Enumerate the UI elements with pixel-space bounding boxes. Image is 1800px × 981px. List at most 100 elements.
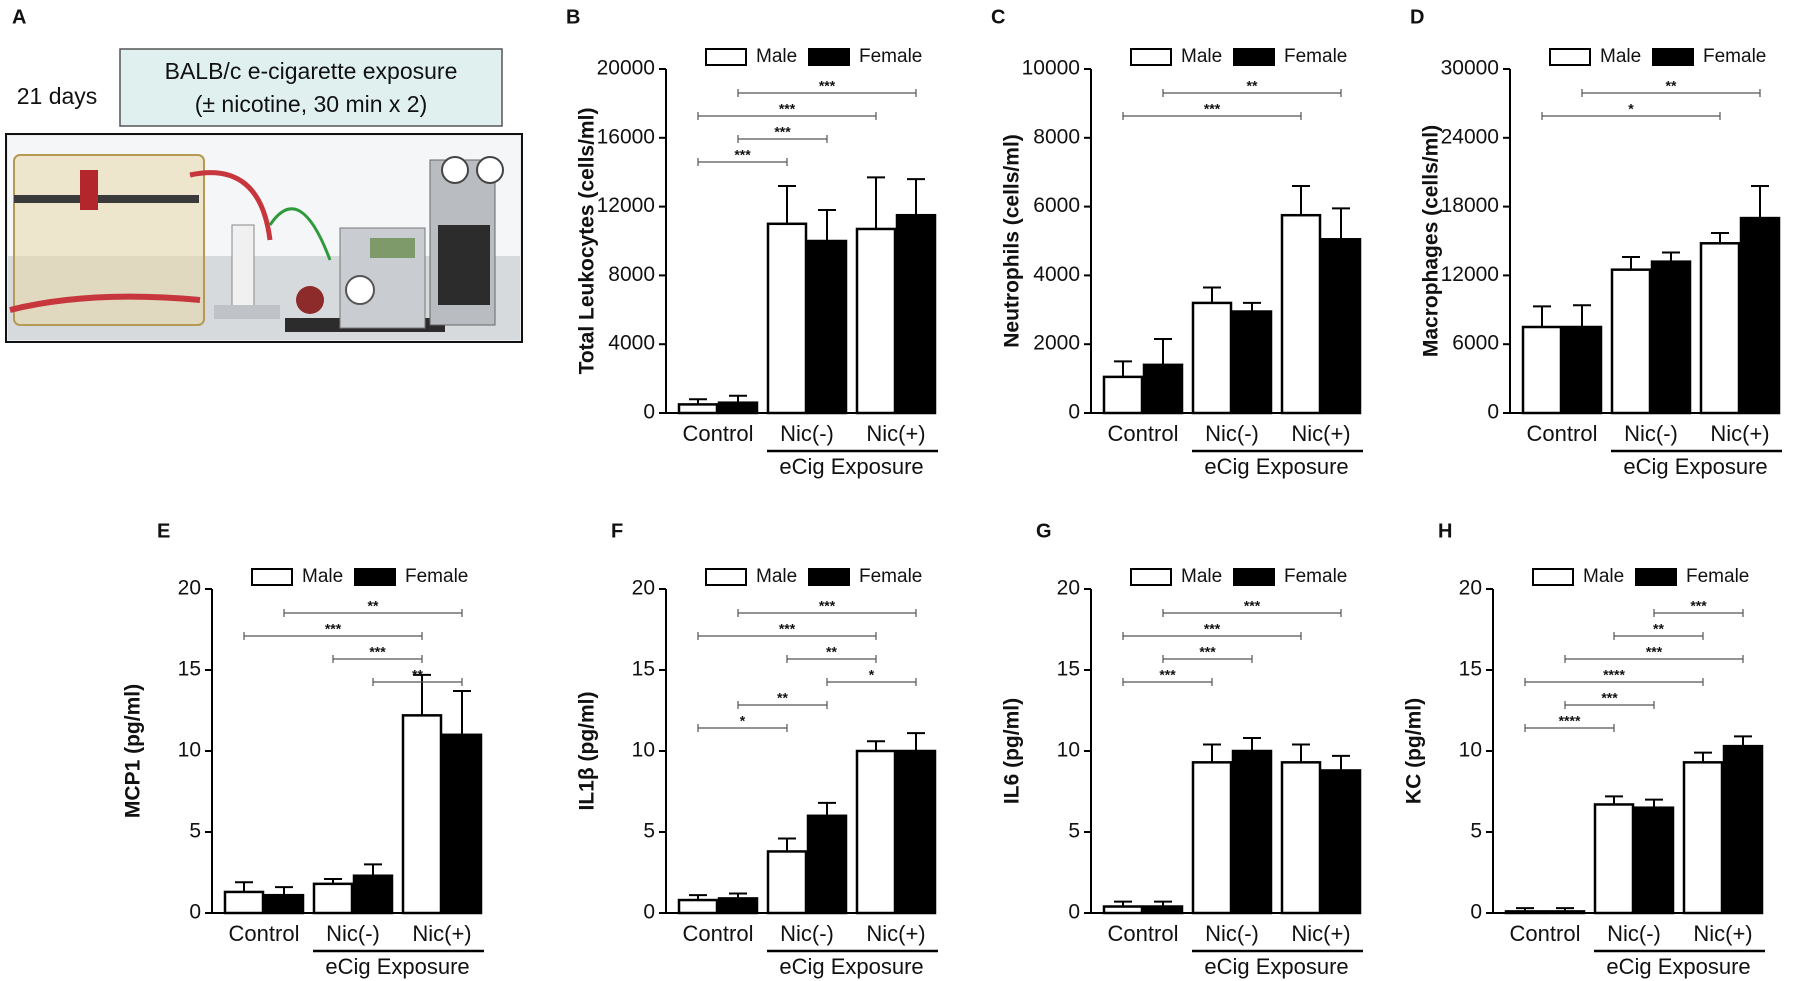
bar	[1320, 769, 1362, 915]
y-tick-label: 18000	[1441, 194, 1499, 217]
x-tick-label: Nic(+)	[1710, 421, 1769, 446]
sig-label: ***	[734, 147, 751, 163]
bar	[1231, 310, 1273, 415]
panel-letter: H	[1438, 520, 1452, 542]
legend-swatch	[808, 48, 850, 66]
x-tick-label: Control	[1108, 921, 1179, 946]
legend-swatch	[1130, 568, 1172, 586]
y-tick-label: 10000	[1022, 57, 1080, 80]
y-tick-label: 20	[178, 577, 201, 600]
bar	[895, 749, 937, 915]
sig-label: ***	[774, 124, 791, 140]
bar	[441, 733, 483, 915]
x-tick-label: Nic(-)	[1624, 421, 1678, 446]
y-tick-label: 20000	[597, 57, 655, 80]
y-tick-label: 10	[632, 739, 655, 762]
sig-label: ***	[1159, 667, 1176, 683]
sig-label: *	[740, 713, 746, 729]
bar	[855, 227, 897, 415]
bar	[1191, 761, 1233, 915]
y-tick-label: 16000	[597, 125, 655, 148]
bar	[855, 749, 897, 915]
panel-letter: E	[157, 520, 170, 542]
panel-letter: C	[991, 6, 1005, 28]
x-tick-label: Nic(+)	[1291, 421, 1350, 446]
bar	[806, 239, 848, 415]
box-line: BALB/c e-cigarette exposure	[165, 58, 458, 84]
bar	[401, 714, 443, 915]
sig-label: ***	[325, 621, 342, 637]
y-tick-label: 2000	[1033, 332, 1080, 355]
y-tick-label: 15	[632, 658, 655, 681]
legend-label: Female	[1686, 566, 1749, 587]
y-tick-label: 10	[1459, 739, 1482, 762]
chart-panel: H KC (pg/ml) 0 5 10 15 20 Male Female Control Nic(…	[1403, 520, 1765, 979]
bar	[1102, 905, 1144, 915]
y-tick-label: 8000	[1033, 125, 1080, 148]
bar	[677, 898, 719, 915]
bar	[1610, 268, 1652, 415]
y-tick-label: 12000	[1441, 263, 1499, 286]
x-tick-label: Control	[1527, 421, 1598, 446]
duration: 21 days	[17, 83, 98, 109]
y-tick-label: 10	[1057, 739, 1080, 762]
y-tick-label: 15	[1057, 658, 1080, 681]
x-tick-label: Control	[1510, 921, 1581, 946]
x-tick-label: Nic(-)	[780, 921, 834, 946]
bar	[1191, 301, 1233, 415]
y-axis-title: Neutrophils (cells/ml)	[1001, 134, 1024, 348]
legend-swatch	[808, 568, 850, 586]
y-tick-label: 4000	[1033, 263, 1080, 286]
sig-label: *	[1628, 101, 1634, 117]
legend-label: Female	[405, 566, 468, 587]
y-tick-label: 5	[189, 820, 201, 843]
sig-label: ***	[779, 621, 796, 637]
chart-panel: B Total Leukocytes (cells/ml) 0 4000 8000 120…	[566, 6, 938, 479]
y-tick-label: 8000	[608, 263, 655, 286]
x-tick-label: Nic(+)	[1693, 921, 1752, 946]
group-label: eCig Exposure	[1204, 954, 1348, 979]
legend-label: Female	[859, 46, 922, 67]
x-tick-label: Nic(+)	[412, 921, 471, 946]
sig-label: **	[1247, 78, 1258, 94]
panel-letter: B	[566, 6, 580, 28]
sig-label: ***	[1204, 621, 1221, 637]
chart-panel: C Neutrophils (cells/ml) 0 2000 4000 6000 8000…	[991, 6, 1363, 479]
sig-label: ***	[1204, 101, 1221, 117]
sig-label: ****	[1559, 713, 1581, 729]
legend-swatch	[1635, 568, 1677, 586]
panel-a: A 21 days BALB/c e-cigarette exposure (±…	[5, 6, 523, 343]
legend-swatch	[1652, 48, 1694, 66]
x-tick-label: Control	[683, 421, 754, 446]
bar	[717, 897, 759, 915]
bar	[1521, 325, 1563, 415]
bar	[1699, 242, 1741, 415]
panel-letter: A	[12, 6, 26, 28]
bar	[263, 893, 305, 915]
y-tick-label: 0	[1068, 401, 1080, 424]
legend-label: Female	[859, 566, 922, 587]
chart-panel: E MCP1 (pg/ml) 0 5 10 15 20 Male Female Control Ni…	[122, 520, 484, 979]
bar	[717, 401, 759, 415]
group-label: eCig Exposure	[779, 954, 923, 979]
panel-letter: G	[1036, 520, 1052, 542]
panel-letter: F	[611, 520, 623, 542]
x-tick-label: Nic(-)	[1607, 921, 1661, 946]
bar	[1593, 803, 1635, 915]
y-tick-label: 15	[178, 658, 201, 681]
y-tick-label: 0	[643, 901, 655, 924]
legend-label: Male	[756, 566, 797, 587]
y-tick-label: 5	[643, 820, 655, 843]
chart-panel: D Macrophages (cells/ml) 0 6000 12000 18000 24…	[1410, 6, 1782, 479]
bar	[312, 882, 354, 915]
group-label: eCig Exposure	[325, 954, 469, 979]
panel-letter: D	[1410, 6, 1424, 28]
sig-label: **	[1653, 621, 1664, 637]
y-tick-label: 10	[178, 739, 201, 762]
y-tick-label: 20	[1459, 577, 1482, 600]
y-axis-title: IL6 (pg/ml)	[1001, 698, 1024, 804]
sig-label: ***	[819, 78, 836, 94]
y-axis-title: Total Leukocytes (cells/ml)	[576, 108, 599, 375]
